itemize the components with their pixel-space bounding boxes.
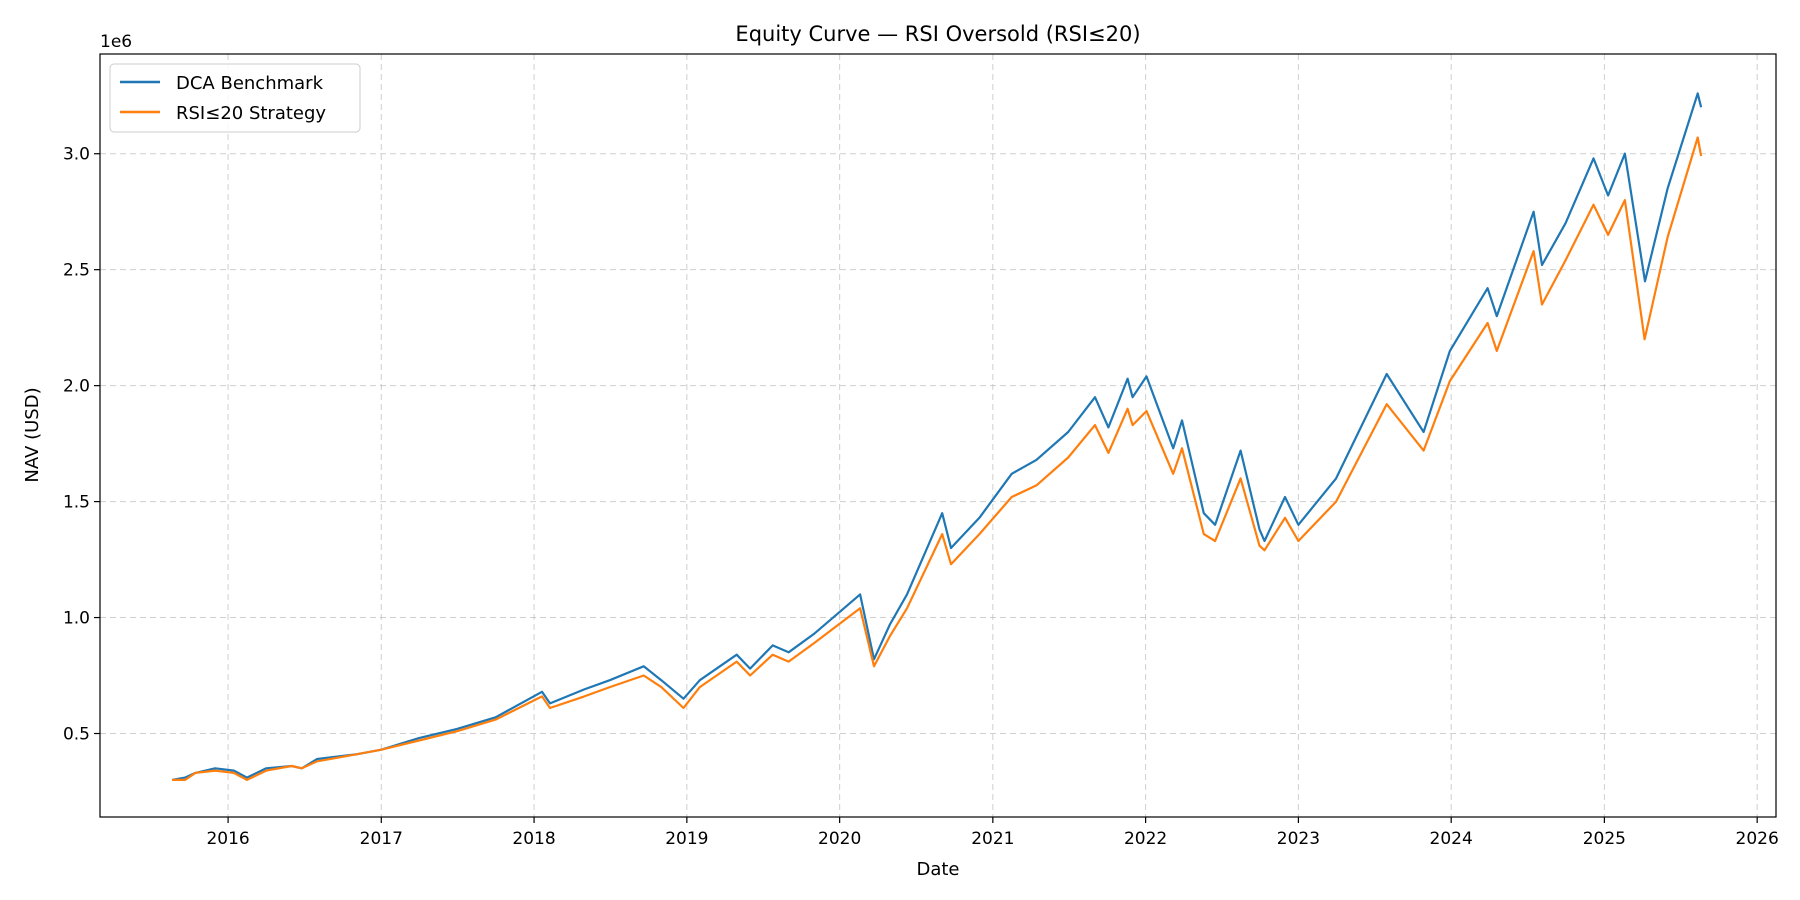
x-tick-label: 2018	[512, 829, 555, 849]
x-axis-label: Date	[916, 859, 959, 880]
series-lines	[171, 92, 1703, 781]
y-tick-label: 1.5	[63, 493, 90, 513]
x-tick-label: 2025	[1583, 829, 1626, 849]
x-tick-label: 2022	[1124, 829, 1167, 849]
legend-label-dca: DCA Benchmark	[176, 73, 324, 94]
y-tick-label: 2.5	[63, 261, 90, 281]
y-axis-label: NAV (USD)	[22, 387, 43, 482]
y-tick-label: 3.0	[63, 145, 90, 165]
grid-lines	[100, 54, 1776, 817]
legend-label-rsi: RSI≤20 Strategy	[176, 103, 326, 124]
x-axis-ticks: 2016 2017 2018 2019 2020 2021 2022 2023 2024 2025…	[206, 817, 1779, 849]
x-tick-label: 2019	[665, 829, 708, 849]
y-axis-offset-label: 1e6	[100, 32, 132, 52]
x-tick-label: 2024	[1430, 829, 1473, 849]
y-tick-label: 1.0	[63, 609, 90, 629]
x-tick-label: 2017	[360, 829, 403, 849]
x-tick-label: 2023	[1277, 829, 1320, 849]
legend: DCA Benchmark RSI≤20 Strategy	[109, 63, 361, 133]
x-tick-label: 2020	[818, 829, 861, 849]
y-axis-ticks: 0.5 1.0 1.5 2.0 2.5 3.0	[63, 145, 100, 745]
legend-box	[109, 63, 361, 133]
x-tick-label: 2021	[971, 829, 1014, 849]
x-tick-label: 2016	[206, 829, 249, 849]
x-tick-label: 2026	[1736, 829, 1779, 849]
y-tick-label: 2.0	[63, 377, 90, 397]
series-line-rsi-strategy	[172, 136, 1703, 781]
chart-title: Equity Curve — RSI Oversold (RSI≤20)	[735, 22, 1140, 46]
plot-frame	[99, 53, 1777, 818]
y-tick-label: 0.5	[63, 725, 90, 745]
